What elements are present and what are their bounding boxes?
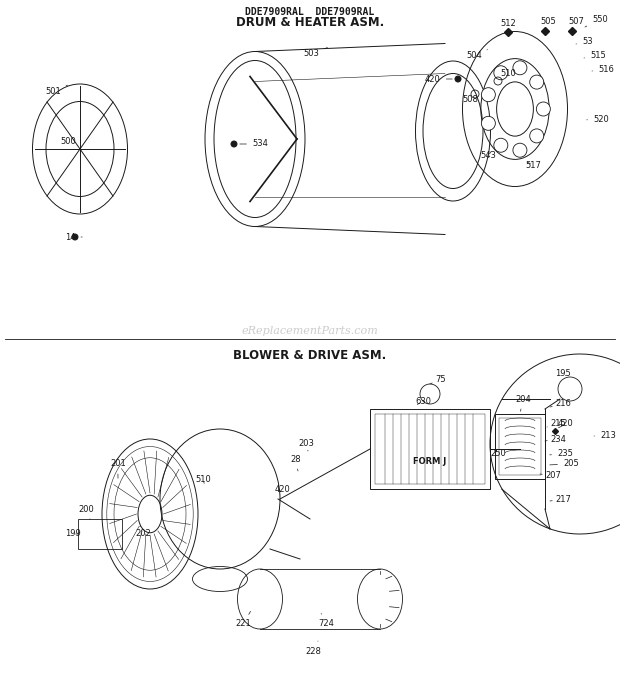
Text: 420: 420 xyxy=(275,484,291,493)
Text: DRUM & HEATER ASM.: DRUM & HEATER ASM. xyxy=(236,16,384,29)
Text: 199: 199 xyxy=(65,530,81,538)
Text: 510: 510 xyxy=(500,69,516,78)
Text: 213: 213 xyxy=(594,431,616,440)
Circle shape xyxy=(494,138,508,152)
Bar xyxy=(499,418,541,475)
Text: 501: 501 xyxy=(45,85,68,96)
Circle shape xyxy=(513,61,527,75)
Text: 505: 505 xyxy=(540,17,556,29)
Circle shape xyxy=(513,143,527,157)
Text: 228: 228 xyxy=(305,641,321,656)
Circle shape xyxy=(72,234,78,240)
Text: DDE7909RAL  DDE7909RAL: DDE7909RAL DDE7909RAL xyxy=(246,7,374,17)
Text: 504: 504 xyxy=(466,50,487,61)
Text: eReplacementParts.com: eReplacementParts.com xyxy=(242,326,378,336)
Text: 202: 202 xyxy=(135,526,151,538)
Circle shape xyxy=(231,141,237,147)
Text: 28: 28 xyxy=(290,454,301,471)
Bar xyxy=(78,519,122,549)
Circle shape xyxy=(536,102,551,116)
Text: 75: 75 xyxy=(430,375,446,384)
Text: 543: 543 xyxy=(480,151,496,161)
Text: 516: 516 xyxy=(592,64,614,73)
Text: 215: 215 xyxy=(547,419,565,428)
Text: 550: 550 xyxy=(585,15,608,27)
Bar xyxy=(495,414,545,479)
Text: 515: 515 xyxy=(584,50,606,59)
Text: 507: 507 xyxy=(568,17,584,29)
Text: 195: 195 xyxy=(555,370,571,378)
Text: 203: 203 xyxy=(298,438,314,451)
Circle shape xyxy=(455,76,461,82)
Text: 508: 508 xyxy=(462,94,478,103)
Text: 420: 420 xyxy=(558,419,574,428)
Circle shape xyxy=(494,66,508,80)
Text: 630: 630 xyxy=(415,396,431,405)
Bar xyxy=(370,409,490,489)
Text: 235: 235 xyxy=(550,449,573,459)
Text: 234: 234 xyxy=(545,435,566,443)
Text: 517: 517 xyxy=(525,161,541,169)
Circle shape xyxy=(529,75,544,89)
Text: 534: 534 xyxy=(240,140,268,148)
Text: 201: 201 xyxy=(110,459,126,478)
Text: 216: 216 xyxy=(550,400,571,408)
Text: 500: 500 xyxy=(60,136,76,145)
Text: 724: 724 xyxy=(318,614,334,628)
Circle shape xyxy=(481,116,495,130)
Text: 250: 250 xyxy=(490,449,506,459)
Text: 503: 503 xyxy=(303,48,327,59)
Circle shape xyxy=(481,87,495,101)
Text: 204: 204 xyxy=(515,394,531,411)
Text: 200: 200 xyxy=(78,505,94,519)
Circle shape xyxy=(529,129,544,143)
Text: 53: 53 xyxy=(576,38,593,47)
Text: 420: 420 xyxy=(425,75,452,83)
Text: 207: 207 xyxy=(540,472,561,480)
Text: BLOWER & DRIVE ASM.: BLOWER & DRIVE ASM. xyxy=(233,349,387,362)
Text: 14: 14 xyxy=(65,233,82,241)
Text: 221: 221 xyxy=(235,612,250,628)
Text: 512: 512 xyxy=(500,18,516,31)
Text: FORM J: FORM J xyxy=(414,456,446,466)
Text: 520: 520 xyxy=(587,115,609,124)
Text: 510: 510 xyxy=(195,475,211,484)
Bar xyxy=(375,414,485,484)
Text: 205: 205 xyxy=(550,459,578,468)
Text: 217: 217 xyxy=(550,494,571,503)
